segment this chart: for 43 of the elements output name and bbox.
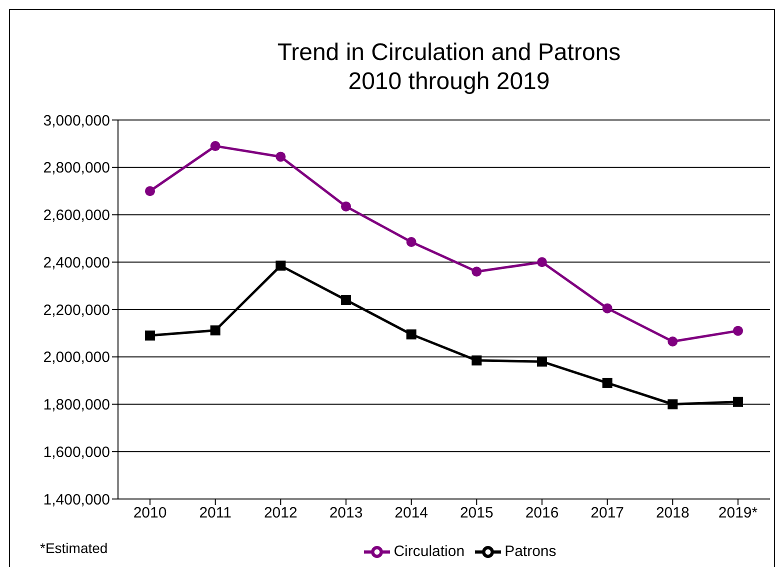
y-tick-label: 2,200,000 bbox=[43, 302, 110, 319]
x-tick-label: 2018 bbox=[656, 504, 690, 522]
chart-title: Trend in Circulation and Patrons 2010 through 2019 bbox=[276, 38, 622, 96]
x-tick-label: 2019* bbox=[718, 504, 758, 522]
point bbox=[602, 303, 612, 314]
point bbox=[210, 141, 220, 152]
point bbox=[145, 186, 155, 196]
y-tick-label: 3,000,000 bbox=[43, 112, 110, 130]
point bbox=[602, 378, 612, 388]
point bbox=[733, 326, 743, 336]
y-tick-label: 1,400,000 bbox=[43, 491, 110, 508]
x-tick-label: 2012 bbox=[264, 504, 298, 522]
point bbox=[341, 295, 351, 306]
point bbox=[276, 260, 286, 271]
y-tick-label: 1,800,000 bbox=[43, 396, 110, 414]
point bbox=[668, 336, 678, 346]
y-tick-label: 2,600,000 bbox=[43, 207, 110, 224]
x-tick-label: 2014 bbox=[394, 504, 428, 522]
point bbox=[472, 355, 482, 366]
x-tick-label: 2013 bbox=[329, 504, 363, 522]
y-tick-label: 2,000,000 bbox=[43, 349, 110, 366]
point bbox=[537, 257, 547, 268]
point bbox=[668, 399, 678, 410]
text: *Estimated bbox=[40, 540, 108, 556]
y-tick-label: 1,600,000 bbox=[43, 444, 110, 461]
point bbox=[145, 330, 155, 341]
x-tick-label: 2010 bbox=[133, 504, 167, 522]
y-tick-label: 2,400,000 bbox=[43, 254, 110, 272]
y-tick-label: 2,800,000 bbox=[43, 160, 110, 177]
legend-label: Circulation bbox=[394, 542, 465, 560]
point bbox=[472, 266, 482, 277]
x-tick-label: 2015 bbox=[460, 504, 494, 522]
x-tick-label: 2016 bbox=[525, 504, 559, 522]
point bbox=[733, 396, 743, 407]
point bbox=[210, 325, 220, 336]
legend-label: Patrons bbox=[504, 542, 556, 560]
x-tick-label: 2011 bbox=[199, 504, 232, 522]
point bbox=[406, 329, 416, 340]
point bbox=[406, 236, 416, 247]
point bbox=[276, 152, 286, 162]
x-tick-label: 2017 bbox=[590, 504, 624, 522]
point bbox=[537, 356, 547, 367]
point bbox=[341, 201, 351, 212]
